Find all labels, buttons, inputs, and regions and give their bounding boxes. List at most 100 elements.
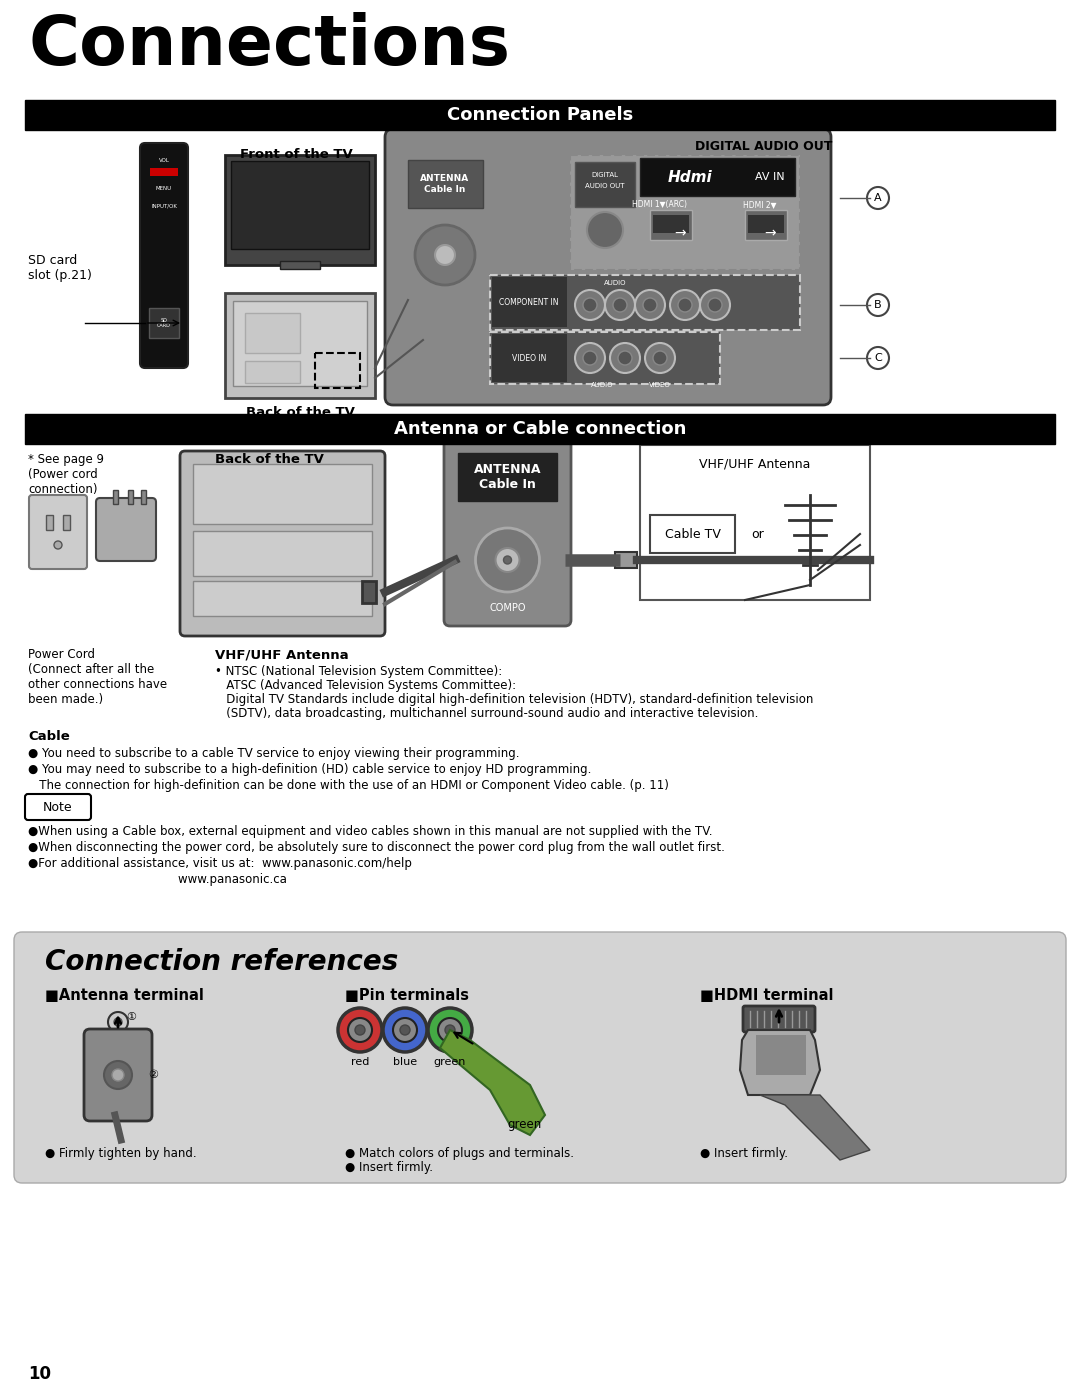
Bar <box>149 308 179 339</box>
Bar <box>570 155 800 271</box>
FancyBboxPatch shape <box>444 439 571 626</box>
Text: ●For additional assistance, visit us at:  www.panasonic.com/help: ●For additional assistance, visit us at:… <box>28 856 411 870</box>
FancyBboxPatch shape <box>29 496 87 569</box>
Circle shape <box>428 1008 472 1052</box>
Circle shape <box>415 225 475 285</box>
Text: Antenna or Cable connection: Antenna or Cable connection <box>394 421 686 439</box>
Text: www.panasonic.ca: www.panasonic.ca <box>28 873 287 886</box>
Text: ANTENNA
Cable In: ANTENNA Cable In <box>420 175 470 194</box>
Text: →: → <box>674 226 686 240</box>
FancyBboxPatch shape <box>743 1006 815 1033</box>
Text: ●When using a Cable box, external equipment and video cables shown in this manua: ●When using a Cable box, external equipm… <box>28 824 713 838</box>
Text: VIDEO IN: VIDEO IN <box>512 354 546 362</box>
Circle shape <box>613 298 627 312</box>
Polygon shape <box>740 1030 820 1095</box>
Circle shape <box>670 290 700 321</box>
Text: Note: Note <box>43 801 72 813</box>
Text: Connection Panels: Connection Panels <box>447 105 633 124</box>
Circle shape <box>112 1069 124 1081</box>
Bar <box>46 515 53 530</box>
Circle shape <box>645 343 675 373</box>
Bar <box>640 446 870 600</box>
Bar <box>650 515 735 552</box>
Text: VIDEO: VIDEO <box>649 382 671 389</box>
Bar <box>575 162 635 207</box>
Circle shape <box>867 187 889 210</box>
Circle shape <box>575 343 605 373</box>
Text: green: green <box>508 1117 542 1131</box>
Bar <box>315 353 360 389</box>
Text: DIGITAL: DIGITAL <box>592 172 619 178</box>
Text: MENU: MENU <box>156 186 172 190</box>
Polygon shape <box>760 1095 870 1160</box>
Circle shape <box>867 347 889 369</box>
Circle shape <box>438 1017 462 1042</box>
Text: Back of the TV: Back of the TV <box>245 407 354 419</box>
Text: AUDIO OUT: AUDIO OUT <box>585 183 624 189</box>
Bar <box>193 582 372 616</box>
Bar <box>745 210 787 240</box>
Text: Front of the TV: Front of the TV <box>240 149 353 161</box>
Circle shape <box>583 298 597 312</box>
Circle shape <box>445 1024 455 1035</box>
Bar <box>245 361 300 383</box>
FancyBboxPatch shape <box>96 498 156 561</box>
Text: • NTSC (National Television System Committee):: • NTSC (National Television System Commi… <box>215 665 502 677</box>
Text: ■Antenna terminal: ■Antenna terminal <box>45 988 204 1004</box>
Text: ANTENNA
Cable In: ANTENNA Cable In <box>474 464 541 491</box>
Text: ■Pin terminals: ■Pin terminals <box>345 988 469 1004</box>
Text: ● Match colors of plugs and terminals.: ● Match colors of plugs and terminals. <box>345 1146 573 1160</box>
Circle shape <box>867 294 889 316</box>
Text: ●When disconnecting the power cord, be absolutely sure to disconnect the power c: ●When disconnecting the power cord, be a… <box>28 841 725 854</box>
Bar <box>225 293 375 398</box>
Circle shape <box>435 246 455 265</box>
Circle shape <box>583 351 597 365</box>
Bar <box>490 332 720 384</box>
Bar <box>231 161 369 248</box>
Circle shape <box>475 527 540 593</box>
FancyBboxPatch shape <box>25 794 91 820</box>
Bar <box>25 100 1055 130</box>
Text: VOL: VOL <box>159 157 170 162</box>
Text: AUDIO: AUDIO <box>591 382 613 389</box>
Text: green: green <box>434 1058 467 1067</box>
Circle shape <box>400 1024 410 1035</box>
Text: COMPO: COMPO <box>489 602 526 613</box>
Circle shape <box>653 351 667 365</box>
FancyBboxPatch shape <box>140 143 188 368</box>
Text: SD card
slot (p.21): SD card slot (p.21) <box>28 254 92 282</box>
Text: Hdmi: Hdmi <box>667 169 713 185</box>
Circle shape <box>503 557 512 564</box>
Text: INPUT/OK: INPUT/OK <box>151 204 177 208</box>
Bar <box>245 314 300 353</box>
Circle shape <box>618 351 632 365</box>
Circle shape <box>678 298 692 312</box>
Text: VHF/UHF Antenna: VHF/UHF Antenna <box>700 457 811 471</box>
Bar <box>492 278 567 328</box>
Text: blue: blue <box>393 1058 417 1067</box>
Circle shape <box>588 212 623 248</box>
Text: A: A <box>874 193 881 203</box>
Text: Connection references: Connection references <box>45 948 399 976</box>
Text: ATSC (Advanced Television Systems Committee):: ATSC (Advanced Television Systems Commit… <box>215 679 516 693</box>
FancyBboxPatch shape <box>180 451 384 636</box>
Circle shape <box>643 298 657 312</box>
Circle shape <box>575 290 605 321</box>
Text: ②: ② <box>148 1070 158 1080</box>
Text: ● You may need to subscribe to a high-definition (HD) cable service to enjoy HD : ● You may need to subscribe to a high-de… <box>28 763 592 776</box>
Text: ①: ① <box>126 1012 136 1022</box>
Bar <box>492 335 567 382</box>
Text: Back of the TV: Back of the TV <box>215 452 324 466</box>
Circle shape <box>708 298 723 312</box>
Bar <box>362 582 376 602</box>
Bar <box>193 532 372 576</box>
Bar <box>490 275 800 330</box>
Text: ● Insert firmly.: ● Insert firmly. <box>345 1160 433 1174</box>
Bar <box>25 414 1055 444</box>
Text: SD
CARD: SD CARD <box>157 318 171 329</box>
Bar <box>113 490 118 504</box>
Text: The connection for high-definition can be done with the use of an HDMI or Compon: The connection for high-definition can b… <box>28 779 669 793</box>
Text: B: B <box>874 300 881 310</box>
Text: HDMI 2▼: HDMI 2▼ <box>743 200 777 210</box>
Circle shape <box>348 1017 372 1042</box>
